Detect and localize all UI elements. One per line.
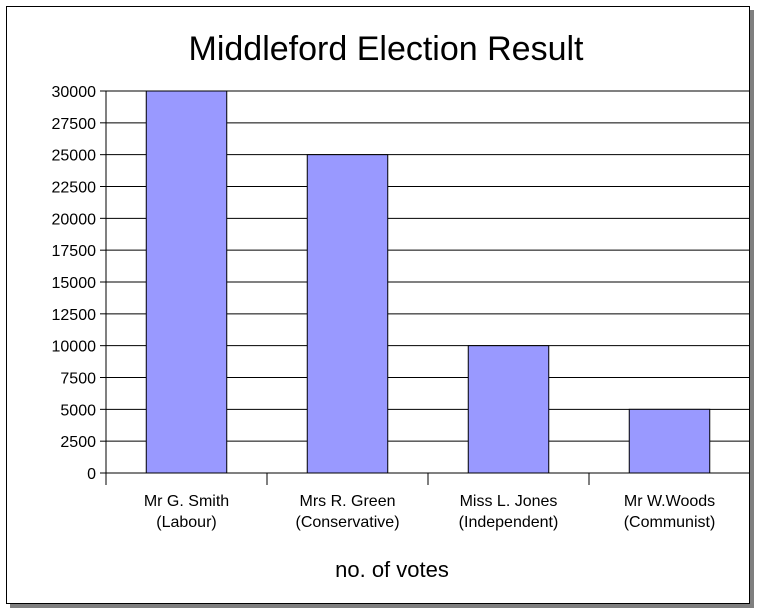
y-tick-label: 12500 bbox=[52, 307, 97, 324]
bar bbox=[628, 408, 711, 474]
y-tick-label: 15000 bbox=[52, 275, 97, 292]
bar bbox=[145, 90, 228, 474]
y-tick-labels: 0 2500 5000 7500 10000 12500 15000 17500 20000 22… bbox=[52, 84, 97, 483]
y-tick-label: 30000 bbox=[52, 84, 97, 101]
x-category-label: (Independent) bbox=[459, 514, 559, 531]
x-category-labels: Mr G. Smith (Labour) Mrs R. Green (Conserva… bbox=[144, 493, 715, 531]
x-category-label: Mr W.Woods bbox=[624, 493, 715, 510]
bar bbox=[467, 345, 550, 474]
y-tick-label: 7500 bbox=[60, 371, 96, 388]
y-tick-label: 27500 bbox=[52, 116, 97, 133]
y-tick-label: 2500 bbox=[60, 434, 96, 451]
x-axis-label: no. of votes bbox=[335, 557, 449, 582]
axes bbox=[105, 91, 750, 485]
frame-shadow-bottom bbox=[10, 604, 754, 608]
x-category-label: (Labour) bbox=[156, 514, 216, 531]
y-tick-label: 10000 bbox=[52, 339, 97, 356]
y-tick-label: 5000 bbox=[60, 402, 96, 419]
x-category-label: Mr G. Smith bbox=[144, 493, 229, 510]
y-tick-label: 17500 bbox=[52, 243, 97, 260]
x-category-label: Miss L. Jones bbox=[460, 493, 558, 510]
frame-shadow-right bbox=[750, 10, 754, 608]
x-category-label: Mrs R. Green bbox=[299, 493, 395, 510]
x-category-label: (Conservative) bbox=[295, 514, 399, 531]
bars bbox=[145, 90, 711, 474]
bar bbox=[306, 154, 389, 474]
x-category-label: (Communist) bbox=[624, 514, 716, 531]
y-tick-label: 0 bbox=[87, 466, 96, 483]
y-tick-label: 25000 bbox=[52, 148, 97, 165]
y-tick-label: 22500 bbox=[52, 180, 97, 197]
chart-title: Middleford Election Result bbox=[189, 30, 585, 68]
y-tick-label: 20000 bbox=[52, 211, 97, 228]
